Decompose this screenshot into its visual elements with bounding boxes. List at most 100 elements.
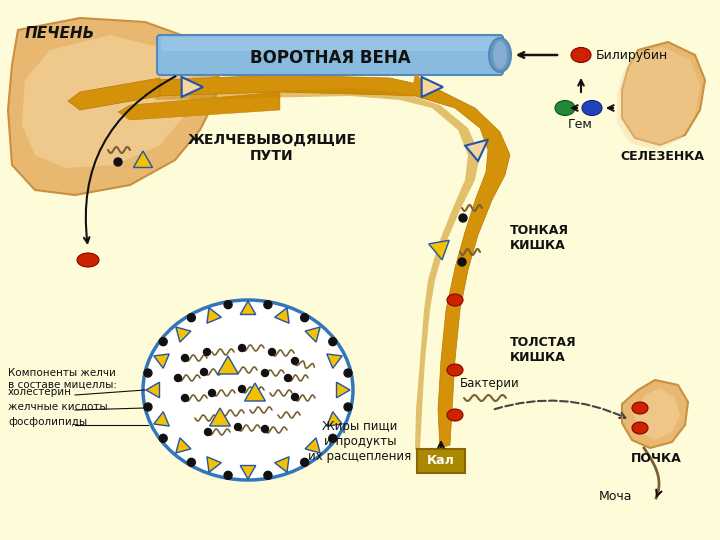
Circle shape: [159, 338, 167, 346]
Text: Кал: Кал: [427, 455, 455, 468]
Polygon shape: [622, 42, 705, 145]
Text: ПЕЧЕНЬ: ПЕЧЕНЬ: [25, 26, 95, 41]
Circle shape: [159, 434, 167, 442]
Circle shape: [181, 354, 189, 361]
Circle shape: [187, 314, 195, 322]
Circle shape: [329, 338, 337, 346]
Polygon shape: [634, 388, 680, 440]
Text: Жиры пищи
и продукты
их расщепления: Жиры пищи и продукты их расщепления: [308, 420, 412, 463]
Circle shape: [238, 345, 246, 352]
Polygon shape: [181, 77, 203, 97]
Circle shape: [264, 471, 272, 480]
Ellipse shape: [493, 41, 507, 69]
Polygon shape: [133, 151, 153, 167]
Circle shape: [261, 426, 269, 433]
Polygon shape: [422, 77, 443, 97]
Text: Гем: Гем: [567, 118, 593, 132]
Circle shape: [344, 403, 352, 411]
Circle shape: [292, 394, 299, 401]
Polygon shape: [336, 382, 350, 398]
Text: ТОНКАЯ
КИШКА: ТОНКАЯ КИШКА: [510, 224, 569, 252]
Text: ВОРОТНАЯ ВЕНА: ВОРОТНАЯ ВЕНА: [250, 49, 410, 67]
Polygon shape: [327, 411, 342, 426]
Circle shape: [187, 458, 195, 467]
Polygon shape: [68, 78, 160, 110]
Polygon shape: [240, 465, 256, 479]
Polygon shape: [155, 75, 510, 448]
Ellipse shape: [77, 253, 99, 267]
Ellipse shape: [447, 409, 463, 421]
Circle shape: [458, 258, 466, 266]
Polygon shape: [622, 380, 688, 448]
Ellipse shape: [143, 300, 353, 480]
Ellipse shape: [489, 38, 511, 72]
FancyBboxPatch shape: [157, 35, 503, 75]
Circle shape: [301, 458, 309, 467]
Circle shape: [224, 471, 232, 480]
Polygon shape: [305, 438, 320, 453]
Polygon shape: [146, 382, 160, 398]
Text: Компоненты желчи
в составе мицеллы:: Компоненты желчи в составе мицеллы:: [8, 368, 117, 389]
Circle shape: [204, 429, 212, 435]
Polygon shape: [245, 383, 266, 401]
Polygon shape: [22, 35, 195, 168]
Text: Моча: Моча: [599, 490, 633, 503]
Text: ПОЧКА: ПОЧКА: [631, 452, 681, 465]
Circle shape: [269, 348, 276, 355]
Circle shape: [301, 314, 309, 322]
Polygon shape: [465, 140, 488, 161]
Polygon shape: [210, 408, 230, 426]
Circle shape: [344, 369, 352, 377]
Polygon shape: [154, 411, 169, 426]
Ellipse shape: [582, 100, 602, 116]
Circle shape: [174, 375, 181, 381]
Text: желчные кислоты: желчные кислоты: [8, 402, 107, 412]
Circle shape: [200, 368, 207, 375]
Circle shape: [238, 386, 246, 393]
Polygon shape: [118, 92, 280, 120]
Polygon shape: [8, 18, 220, 195]
Ellipse shape: [555, 100, 575, 116]
Polygon shape: [305, 327, 320, 342]
Text: холестерин: холестерин: [8, 387, 72, 397]
Polygon shape: [176, 327, 191, 342]
Polygon shape: [176, 438, 191, 453]
Polygon shape: [327, 354, 342, 368]
Ellipse shape: [571, 48, 591, 63]
Circle shape: [235, 423, 241, 430]
Polygon shape: [207, 457, 221, 472]
Polygon shape: [274, 457, 289, 472]
Circle shape: [264, 301, 272, 309]
Circle shape: [284, 375, 292, 381]
Text: Бактерии: Бактерии: [460, 377, 520, 390]
Circle shape: [144, 369, 152, 377]
FancyBboxPatch shape: [417, 449, 465, 473]
Polygon shape: [154, 354, 169, 368]
Circle shape: [261, 369, 269, 376]
Ellipse shape: [447, 294, 463, 306]
Ellipse shape: [447, 364, 463, 376]
Text: ЖЕЛЧЕВЫВОДЯЩИЕ
ПУТИ: ЖЕЛЧЕВЫВОДЯЩИЕ ПУТИ: [187, 133, 356, 163]
Polygon shape: [428, 240, 449, 260]
Polygon shape: [240, 301, 256, 314]
Ellipse shape: [632, 402, 648, 414]
Polygon shape: [207, 308, 221, 323]
Polygon shape: [274, 308, 289, 323]
Circle shape: [204, 348, 210, 355]
Text: фосфолипиды: фосфолипиды: [8, 417, 87, 427]
Circle shape: [181, 395, 189, 402]
Circle shape: [459, 214, 467, 222]
Polygon shape: [617, 47, 700, 150]
Text: ТОЛСТАЯ
КИШКА: ТОЛСТАЯ КИШКА: [510, 336, 577, 364]
Circle shape: [329, 434, 337, 442]
Text: СЕЛЕЗЕНКА: СЕЛЕЗЕНКА: [620, 150, 704, 163]
Circle shape: [144, 403, 152, 411]
Circle shape: [114, 158, 122, 166]
Circle shape: [224, 301, 232, 309]
Ellipse shape: [632, 422, 648, 434]
Circle shape: [209, 389, 215, 396]
FancyBboxPatch shape: [161, 37, 500, 51]
Text: Билирубин: Билирубин: [596, 49, 668, 62]
Polygon shape: [217, 356, 238, 374]
Circle shape: [292, 357, 299, 364]
